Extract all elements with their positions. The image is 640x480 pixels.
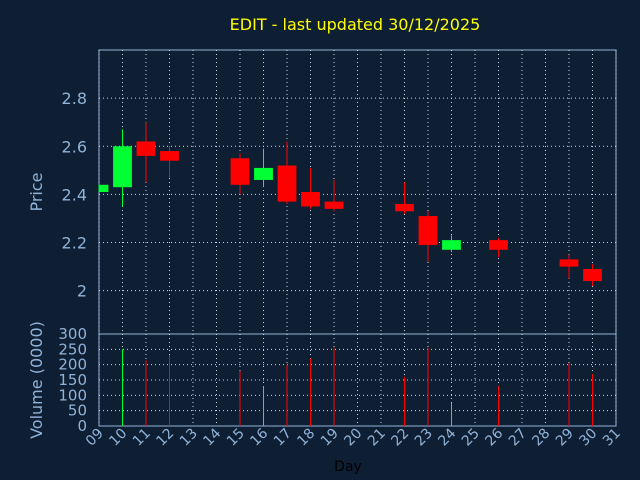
price-grid — [98, 50, 617, 334]
x-axis-label: Day — [334, 459, 362, 475]
candle-body — [442, 240, 461, 250]
x-tick-label: 24 — [435, 425, 459, 449]
candle-body — [324, 201, 344, 209]
price-tick-label: 2 — [77, 282, 87, 301]
x-tick-label: 11 — [130, 426, 154, 450]
volume-axis-label: Volume (0000) — [27, 321, 46, 439]
price-y-ticks: 2 2.2 2.4 2.6 2.8 — [62, 89, 87, 301]
x-tick-label: 28 — [529, 426, 553, 450]
x-tick-label: 18 — [294, 426, 318, 450]
volume-tick-label: 200 — [58, 356, 87, 374]
candles — [98, 122, 602, 286]
volume-tick-label: 0 — [77, 417, 87, 435]
candle-body — [418, 216, 438, 245]
price-panel: 2 2.2 2.4 2.6 2.8 Price — [27, 49, 617, 335]
x-tick-label: 30 — [576, 426, 600, 450]
volume-grid — [98, 334, 617, 426]
x-tick-label: 29 — [553, 426, 577, 450]
candle-body — [99, 184, 109, 192]
x-tick-label: 16 — [247, 425, 271, 449]
candle-body — [277, 165, 297, 202]
candle-body — [583, 269, 602, 282]
x-tick-label: 22 — [388, 426, 412, 450]
x-tick-label: 20 — [341, 426, 365, 450]
x-tick-label: 26 — [482, 425, 506, 449]
x-tick-label: 21 — [365, 426, 389, 450]
candle-body — [113, 146, 132, 188]
candle-body — [136, 141, 156, 156]
volume-panel-frame — [98, 333, 617, 427]
candle-body — [230, 158, 250, 185]
price-panel-frame — [98, 49, 617, 335]
x-tick-label: 25 — [459, 426, 483, 450]
volume-tick-label: 250 — [58, 340, 87, 358]
candle-body — [395, 204, 414, 212]
x-tick-label: 23 — [412, 426, 436, 450]
x-tick-label: 15 — [224, 426, 248, 450]
x-tick-label: 10 — [106, 426, 130, 450]
volume-bars — [122, 347, 593, 426]
volume-tick-label: 300 — [58, 325, 87, 343]
x-ticks: 09 10 11 12 13 14 15 16 17 18 19 20 21 22 23 24 25 26 27 28… — [83, 425, 624, 449]
price-tick-label: 2.4 — [62, 185, 87, 204]
volume-tick-label: 100 — [58, 386, 87, 404]
chart-title: EDIT - last updated 30/12/2025 — [230, 15, 481, 34]
x-tick-label: 27 — [506, 426, 530, 450]
x-tick-label: 19 — [318, 426, 342, 450]
volume-tick-label: 50 — [68, 402, 87, 420]
x-tick-label: 31 — [600, 426, 624, 450]
candle-body — [301, 192, 320, 207]
price-axis-label: Price — [27, 172, 46, 211]
x-tick-label: 13 — [177, 426, 201, 450]
volume-tick-label: 150 — [58, 371, 87, 389]
x-tick-label: 12 — [153, 426, 177, 450]
x-tick-label: 17 — [271, 426, 295, 450]
candle-body — [160, 151, 179, 161]
candle-body — [489, 240, 508, 250]
candle-body — [559, 259, 579, 267]
price-tick-label: 2.2 — [62, 234, 87, 253]
price-tick-label: 2.8 — [62, 89, 87, 108]
candle-body — [254, 167, 273, 180]
x-tick-label: 14 — [200, 425, 224, 449]
price-tick-label: 2.6 — [62, 137, 87, 156]
